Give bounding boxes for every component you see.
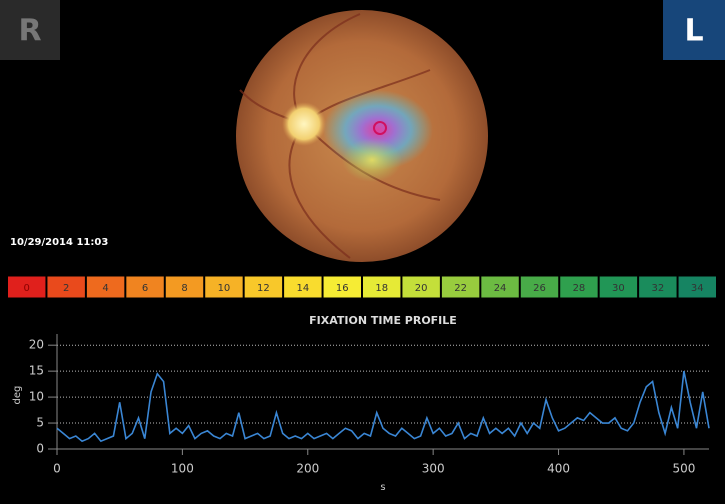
scale-cell [401,275,441,299]
x-tick-label: 0 [53,462,61,476]
scale-label: 24 [494,283,507,294]
scale-label: 32 [651,283,664,294]
left-eye-label: R [18,14,41,49]
data-line [56,370,710,443]
chart-title: FIXATION TIME PROFILE [309,314,457,327]
scale-cell [598,275,639,299]
scale-cell [164,275,205,299]
x-tick-label: 100 [171,462,194,476]
y-tick-label: 20 [29,338,44,352]
y-tick-label: 0 [36,442,44,456]
fundus-image [236,10,488,262]
scale-label: 28 [573,283,586,294]
scale-label: 0 [24,283,30,294]
scale-label: 18 [375,283,388,294]
scale-cell [46,275,86,299]
y-axis-label: deg [12,386,23,405]
scale-cell [362,275,402,299]
scale-label: 30 [612,283,625,294]
right-eye-label: L [684,14,703,49]
scale-cell [85,275,126,299]
scale-cell [7,275,47,299]
scale-cell [480,275,520,299]
timestamp: 10/29/2014 11:03 [10,237,108,248]
scale-cell [322,275,362,299]
scale-label: 20 [415,283,428,294]
left-eye-button[interactable] [0,0,60,60]
scale-label: 2 [63,283,69,294]
scale-cell [677,275,717,299]
scale-label: 26 [533,283,546,294]
scale-cell [440,275,481,299]
scale-cell [559,275,599,299]
scale-label: 16 [336,283,349,294]
scale-label: 8 [181,283,187,294]
x-tick-label: 200 [296,462,319,476]
scale-cell [243,275,284,299]
scale-label: 4 [102,283,108,294]
scale-label: 12 [257,283,270,294]
x-axis-label: s [380,482,385,493]
scale-cell [638,275,678,299]
scale-label: 10 [218,283,231,294]
scale-label: 6 [142,283,148,294]
scale-cell [204,275,244,299]
right-eye-button[interactable] [663,0,725,60]
scale-cell [283,275,323,299]
y-tick-label: 5 [36,416,44,430]
y-tick-label: 15 [29,364,44,378]
scale-label: 22 [454,283,467,294]
x-tick-label: 500 [672,462,695,476]
color-scale: 0 2 4 6 8 10 12 14 16 18 20 22 24 26 28 30 32 34 [7,275,717,299]
scale-label: 14 [296,283,309,294]
scale-cell [519,275,560,299]
x-tick-label: 400 [547,462,570,476]
x-tick-label: 300 [422,462,445,476]
scale-cell [125,275,165,299]
y-tick-label: 10 [29,390,44,404]
scale-label: 34 [691,283,704,294]
